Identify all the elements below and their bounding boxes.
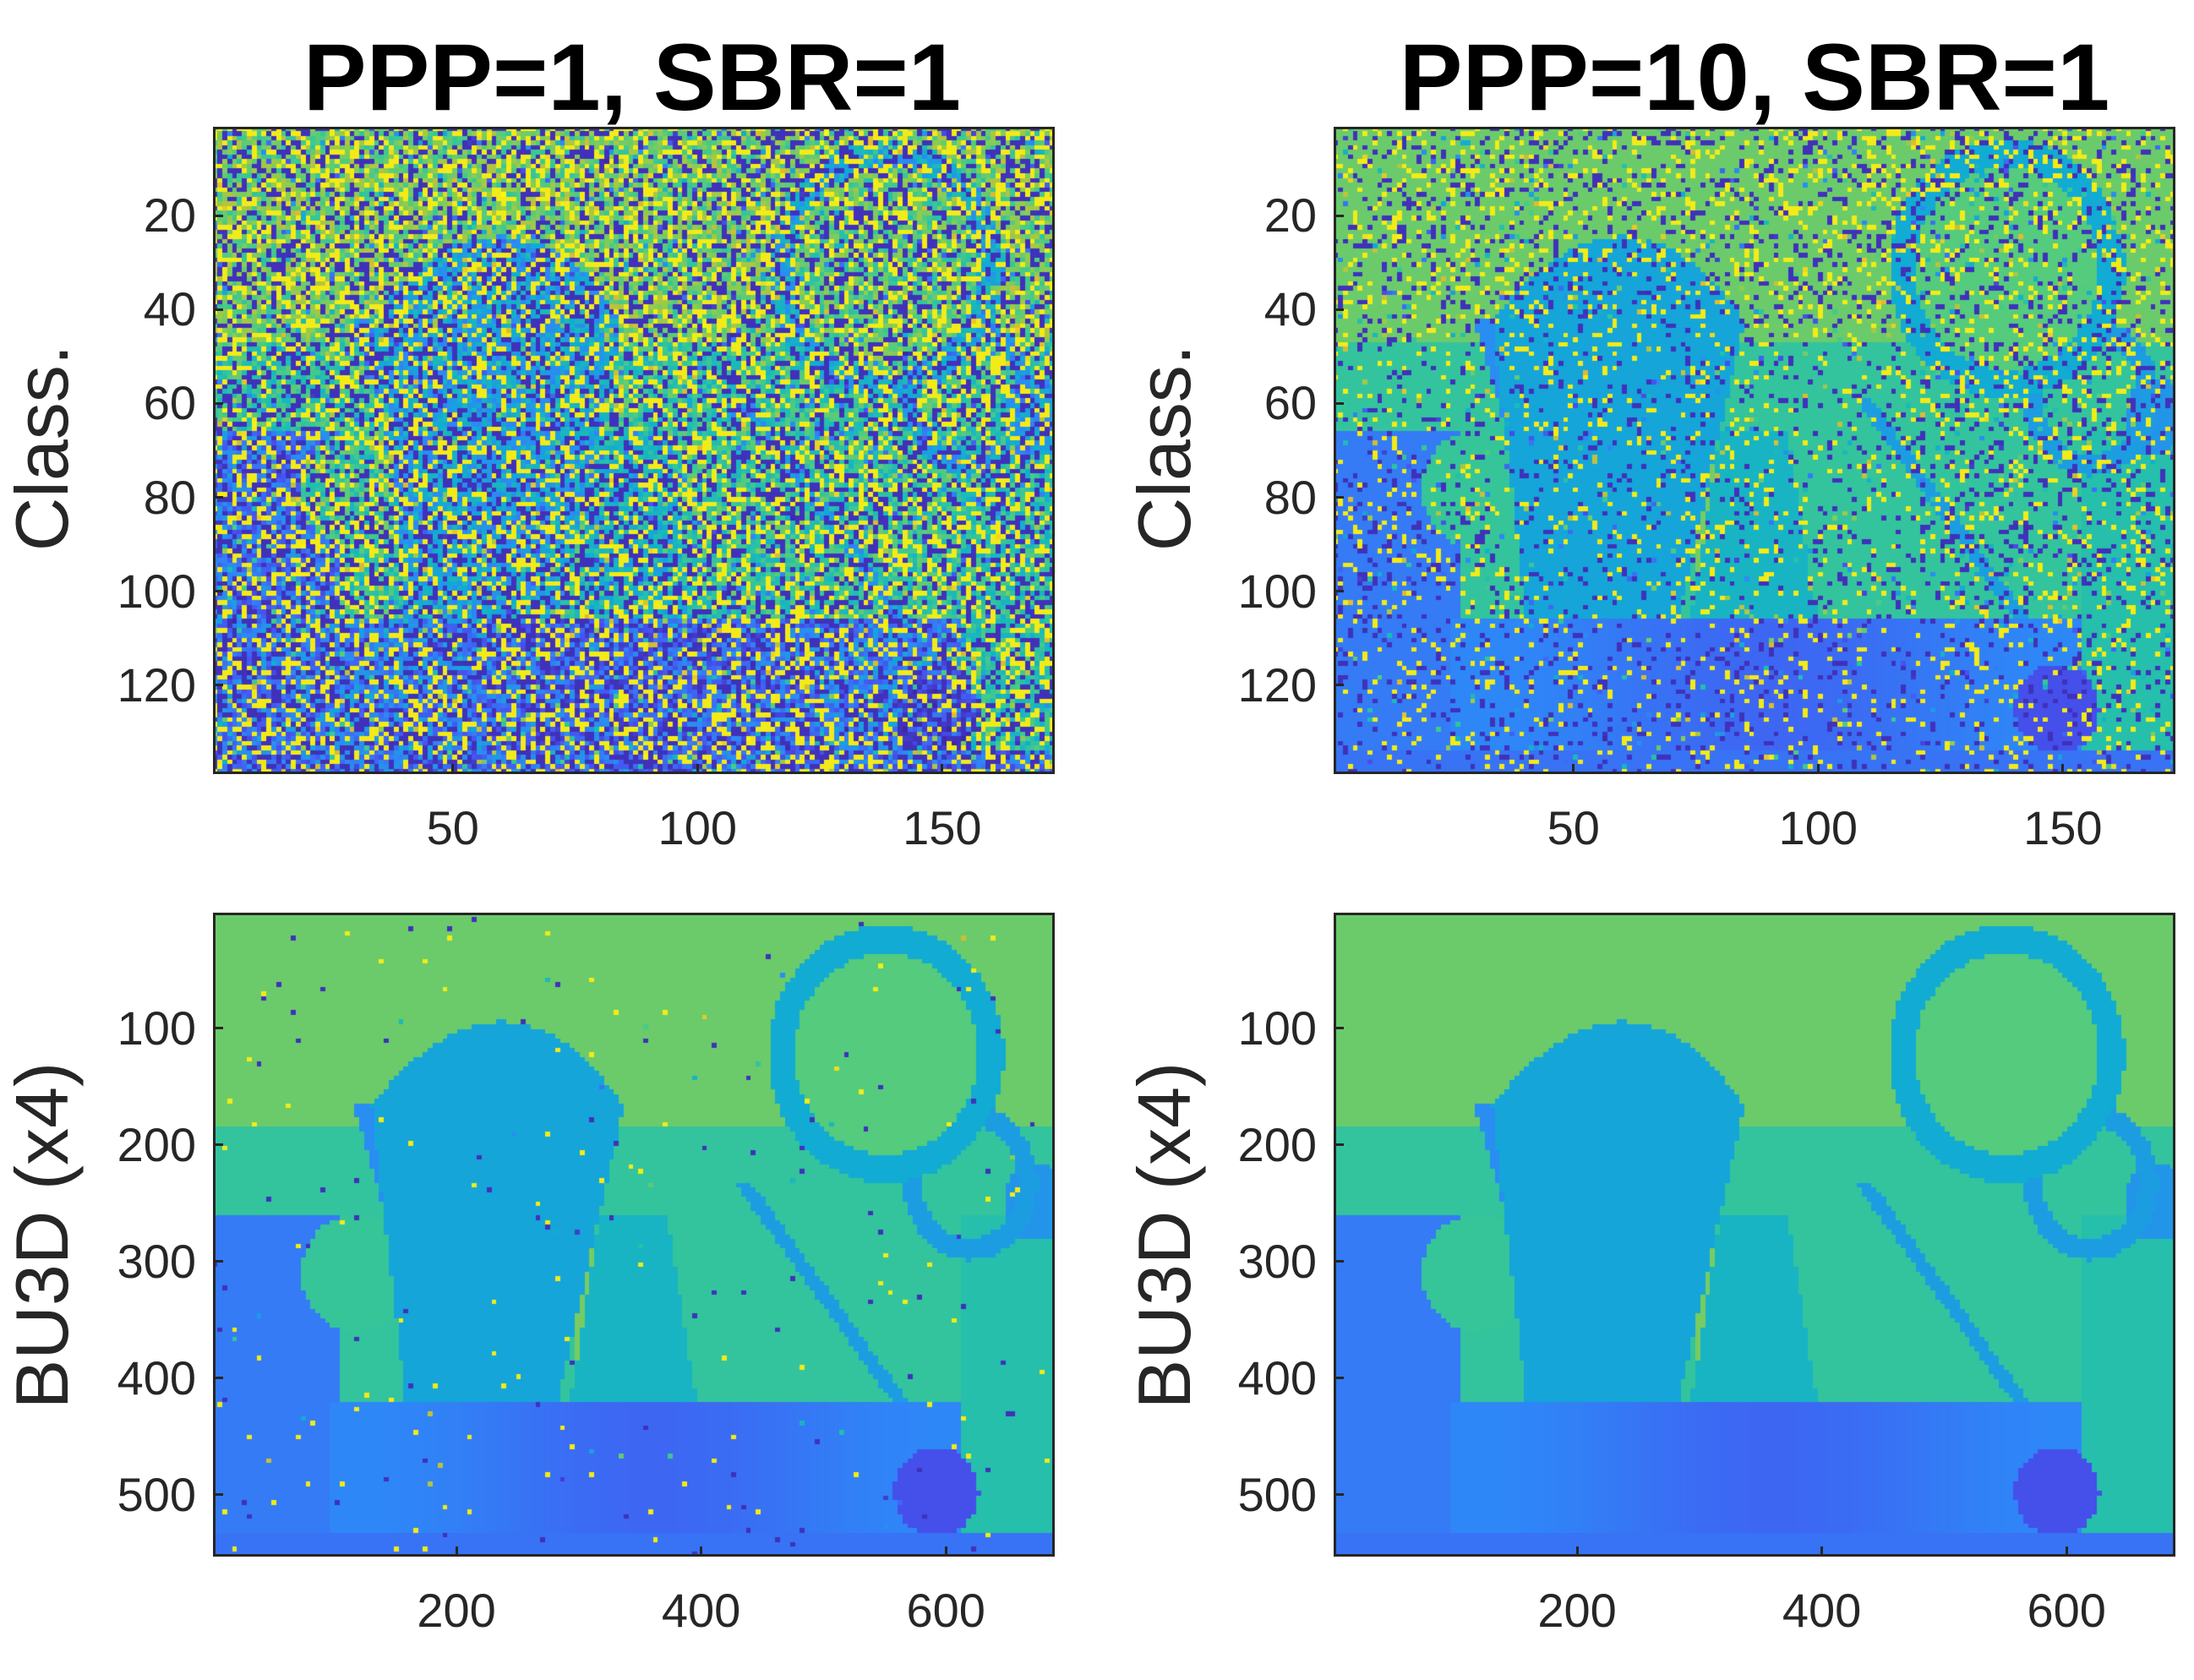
- x-tick-label: 150: [2023, 801, 2103, 854]
- x-tick-label: 150: [903, 801, 982, 854]
- x-tick-mark: [700, 1546, 703, 1557]
- row-label-class-top-left: Class.: [0, 344, 84, 552]
- y-tick-mark: [1334, 401, 1344, 405]
- x-tick-mark: [1575, 1546, 1579, 1557]
- y-tick-label: 120: [117, 657, 196, 712]
- x-tick-mark: [455, 1546, 458, 1557]
- y-tick-mark: [213, 1493, 223, 1497]
- y-tick-label: 100: [1237, 564, 1317, 618]
- x-tick-label: 400: [1782, 1584, 1862, 1637]
- column-title-ppp10: PPP=10, SBR=1: [1399, 25, 2110, 130]
- heatmap-panel-class-ppp1: 50 100 150 20 40 60 80 100 120: [117, 127, 1055, 852]
- y-tick-mark: [1334, 1260, 1344, 1263]
- x-tick-mark: [451, 764, 455, 774]
- y-tick-label: 500: [117, 1467, 196, 1521]
- x-tick-label: 50: [426, 801, 479, 854]
- axes-frame: [1334, 127, 2175, 774]
- y-tick-label: 300: [1237, 1234, 1317, 1288]
- x-tick-mark: [944, 1546, 947, 1557]
- x-tick-label: 200: [417, 1584, 496, 1637]
- x-tick-label: 100: [658, 801, 737, 854]
- y-tick-label: 200: [117, 1117, 196, 1171]
- y-tick-mark: [213, 401, 223, 405]
- y-tick-mark: [213, 214, 223, 217]
- heatmap-panel-class-ppp10: 50 100 150 20 40 60 80 100 120: [1238, 127, 2175, 852]
- y-tick-mark: [1334, 590, 1344, 593]
- heatmap-canvas: [213, 913, 1055, 1557]
- y-tick-mark: [1334, 1143, 1344, 1147]
- axes-frame: [1334, 913, 2175, 1557]
- y-tick-mark: [1334, 1493, 1344, 1497]
- x-tick-mark: [696, 764, 699, 774]
- x-tick-label: 100: [1778, 801, 1858, 854]
- x-tick-label: 400: [661, 1584, 741, 1637]
- x-tick-mark: [2061, 764, 2065, 774]
- y-tick-mark: [1334, 214, 1344, 217]
- column-title-ppp1: PPP=1, SBR=1: [303, 25, 962, 130]
- y-tick-mark: [213, 308, 223, 311]
- y-tick-label: 60: [1263, 376, 1317, 430]
- y-tick-label: 80: [143, 470, 196, 524]
- y-tick-label: 200: [1237, 1117, 1317, 1171]
- x-tick-mark: [1816, 764, 1820, 774]
- row-label-bu3d-bottom-left: BU3D (x4): [0, 1061, 84, 1410]
- x-tick-label: 600: [906, 1584, 985, 1637]
- y-tick-label: 40: [1263, 282, 1317, 336]
- heatmap-panel-bu3d-ppp10: 200 400 600 100 200 300 400 500: [1238, 913, 2175, 1634]
- x-tick-mark: [1820, 1546, 1824, 1557]
- y-tick-mark: [1334, 1377, 1344, 1380]
- y-tick-label: 500: [1237, 1467, 1317, 1521]
- y-tick-label: 40: [143, 282, 196, 336]
- y-tick-mark: [1334, 308, 1344, 311]
- y-tick-label: 80: [1263, 470, 1317, 524]
- heatmap-panel-bu3d-ppp1: 200 400 600 100 200 300 400 500: [117, 913, 1055, 1634]
- y-tick-label: 60: [143, 376, 196, 430]
- y-tick-mark: [213, 590, 223, 593]
- y-tick-mark: [213, 1143, 223, 1147]
- y-tick-label: 100: [117, 564, 196, 618]
- axes-frame: [213, 913, 1055, 1557]
- y-tick-mark: [1334, 1027, 1344, 1030]
- row-label-class-top-right: Class.: [1122, 344, 1206, 552]
- x-tick-label: 50: [1547, 801, 1600, 854]
- y-tick-mark: [1334, 496, 1344, 499]
- y-tick-label: 100: [117, 1001, 196, 1055]
- y-tick-label: 20: [1263, 188, 1317, 243]
- y-tick-label: 400: [1237, 1350, 1317, 1405]
- x-tick-label: 200: [1537, 1584, 1617, 1637]
- y-tick-label: 20: [143, 188, 196, 243]
- y-tick-label: 300: [117, 1234, 196, 1288]
- y-tick-mark: [1334, 684, 1344, 687]
- x-tick-mark: [1572, 764, 1575, 774]
- y-tick-label: 100: [1237, 1001, 1317, 1055]
- y-tick-label: 120: [1237, 657, 1317, 712]
- axes-frame: [213, 127, 1055, 774]
- y-tick-mark: [213, 1027, 223, 1030]
- x-tick-mark: [941, 764, 944, 774]
- heatmap-canvas: [1334, 913, 2175, 1557]
- y-tick-mark: [213, 1377, 223, 1380]
- x-tick-label: 600: [2027, 1584, 2106, 1637]
- y-tick-mark: [213, 496, 223, 499]
- y-tick-mark: [213, 1260, 223, 1263]
- x-tick-mark: [2065, 1546, 2068, 1557]
- y-tick-label: 400: [117, 1350, 196, 1405]
- heatmap-canvas: [213, 127, 1055, 774]
- row-label-bu3d-bottom-right: BU3D (x4): [1122, 1061, 1206, 1410]
- heatmap-canvas: [1334, 127, 2175, 774]
- y-tick-mark: [213, 684, 223, 687]
